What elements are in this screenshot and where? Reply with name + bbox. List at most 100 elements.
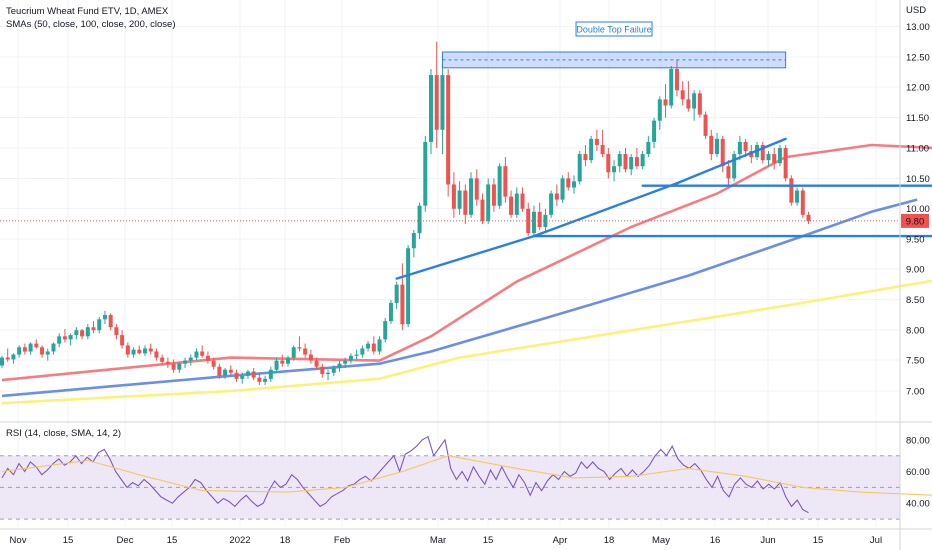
candle bbox=[703, 111, 708, 139]
candle-body bbox=[97, 319, 102, 331]
candle-body bbox=[280, 360, 285, 364]
candle bbox=[669, 65, 674, 109]
candle-body bbox=[51, 343, 56, 352]
candle bbox=[646, 135, 651, 158]
candle bbox=[429, 69, 433, 155]
candle bbox=[85, 324, 90, 340]
candle-body bbox=[503, 166, 508, 197]
price-tick-label: 12.00 bbox=[906, 83, 930, 94]
rsi-tick-label: 40.00 bbox=[906, 499, 930, 510]
candle bbox=[171, 359, 176, 373]
candle-body bbox=[245, 371, 250, 376]
candle-body bbox=[806, 214, 811, 221]
candle bbox=[474, 169, 479, 206]
candle-body bbox=[22, 347, 27, 352]
candle bbox=[331, 365, 336, 376]
candle bbox=[406, 245, 411, 328]
candle-body bbox=[377, 339, 382, 352]
candle-body bbox=[303, 348, 308, 355]
candle bbox=[520, 187, 525, 212]
candle-body bbox=[291, 347, 296, 358]
candle-body bbox=[709, 135, 714, 155]
candle-body bbox=[474, 178, 479, 200]
candle bbox=[268, 366, 273, 382]
candle-body bbox=[251, 371, 256, 378]
candle bbox=[652, 117, 657, 148]
candle bbox=[715, 132, 719, 158]
candle bbox=[263, 375, 268, 385]
price-tick-label: 9.50 bbox=[906, 235, 925, 246]
candle bbox=[217, 363, 222, 379]
price-tick-label: 11.00 bbox=[906, 144, 929, 155]
candle bbox=[348, 353, 353, 364]
price-tick-label: 10.00 bbox=[906, 204, 930, 215]
candle-body bbox=[80, 330, 85, 337]
candle bbox=[165, 357, 170, 368]
candle-body bbox=[783, 148, 788, 179]
candle bbox=[417, 202, 422, 240]
price-tick-label: 8.50 bbox=[906, 295, 925, 306]
price-tick-label: 12.50 bbox=[906, 53, 930, 64]
candle-body bbox=[572, 181, 576, 188]
candle-body bbox=[732, 154, 737, 179]
candle bbox=[629, 154, 634, 176]
candle-body bbox=[663, 99, 668, 106]
candle-body bbox=[200, 351, 205, 356]
candle bbox=[314, 357, 319, 370]
candle bbox=[446, 69, 451, 197]
candle-body bbox=[669, 69, 674, 106]
candle-body bbox=[469, 178, 474, 215]
candle-body bbox=[85, 327, 90, 337]
time-tick-label: Feb bbox=[334, 535, 350, 546]
candle bbox=[114, 324, 119, 340]
candle-body bbox=[297, 347, 302, 349]
candle bbox=[514, 187, 519, 218]
candle bbox=[583, 144, 588, 167]
resistance-zone bbox=[441, 51, 787, 69]
candle bbox=[188, 354, 193, 366]
candle-body bbox=[274, 360, 279, 370]
candle bbox=[297, 336, 302, 352]
candle-body bbox=[417, 205, 422, 234]
price-tick-label: 10.50 bbox=[906, 174, 930, 185]
candle-body bbox=[657, 99, 662, 121]
candle-body bbox=[617, 154, 622, 167]
candle bbox=[612, 160, 617, 182]
candle bbox=[400, 263, 405, 331]
candle-body bbox=[40, 347, 45, 355]
candle bbox=[623, 148, 628, 173]
candle bbox=[783, 144, 788, 182]
candle bbox=[22, 343, 27, 355]
price-tick-label: 11.50 bbox=[906, 113, 929, 124]
candle bbox=[388, 299, 393, 325]
candle bbox=[371, 336, 376, 355]
candle bbox=[291, 345, 296, 361]
candle bbox=[125, 342, 130, 358]
price-tick-label: 13.00 bbox=[906, 22, 930, 33]
candle bbox=[108, 313, 113, 331]
candle bbox=[366, 341, 371, 352]
candle bbox=[577, 151, 582, 185]
sma-lines bbox=[1, 143, 932, 405]
candle bbox=[228, 365, 233, 376]
candle bbox=[692, 90, 697, 121]
time-tick-label: 15 bbox=[813, 535, 824, 546]
candle bbox=[732, 151, 737, 182]
trendline bbox=[532, 182, 679, 238]
candle bbox=[200, 345, 205, 358]
candle-body bbox=[606, 154, 611, 173]
candle bbox=[28, 342, 33, 355]
candle bbox=[337, 360, 342, 372]
candle-body bbox=[440, 75, 445, 130]
candle bbox=[137, 345, 142, 355]
candle bbox=[5, 348, 10, 362]
candle bbox=[434, 41, 439, 148]
candle-body bbox=[360, 348, 365, 355]
time-tick-label: 18 bbox=[604, 535, 615, 546]
candle-body bbox=[451, 184, 456, 209]
candle bbox=[97, 316, 102, 334]
candle-body bbox=[223, 369, 228, 376]
candle-body bbox=[28, 343, 33, 352]
candle-body bbox=[554, 193, 559, 200]
